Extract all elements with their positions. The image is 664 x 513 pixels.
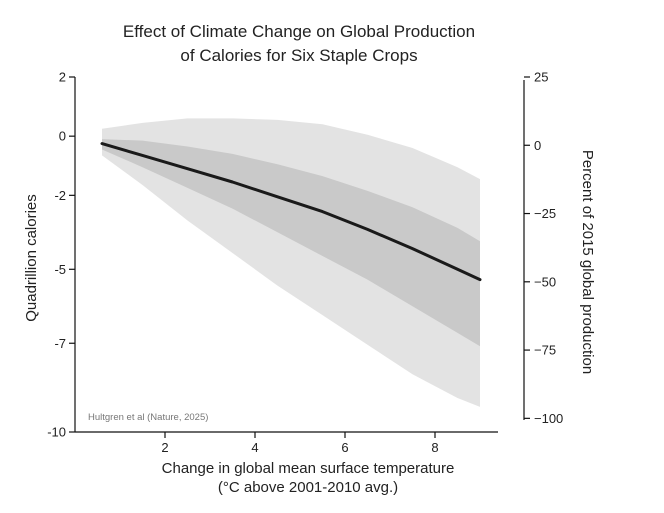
- y-axis-label-right: Percent of 2015 global production: [579, 150, 596, 374]
- central-line-layer: [100, 142, 482, 282]
- y-right-ticks: 25 0 −25 −50 −75 −100: [524, 70, 563, 426]
- chart-title-line-1: Effect of Climate Change on Global Produ…: [123, 22, 475, 41]
- uncertainty-bands: [102, 118, 480, 407]
- y-left-tick-label: 0: [59, 129, 66, 144]
- x-axis-label-line-2: (°C above 2001-2010 avg.): [218, 479, 398, 496]
- y-left-tick-label: 2: [59, 70, 66, 85]
- x-axis-label-line-1: Change in global mean surface temperatur…: [162, 460, 455, 477]
- likely-range-band: [102, 139, 480, 347]
- y-right-tick-label: −100: [534, 411, 563, 426]
- x-tick-label: 8: [431, 440, 438, 455]
- y-right-tick-label: −25: [534, 206, 556, 221]
- y-right-tick-label: −75: [534, 343, 556, 358]
- x-tick-label: 2: [161, 440, 168, 455]
- y-left-tick-label: -10: [47, 425, 66, 440]
- source-annotation: Hultgren et al (Nature, 2025): [88, 412, 208, 423]
- central-estimate-line: [100, 142, 482, 282]
- x-tick-label: 6: [341, 440, 348, 455]
- y-left-tick-label: -2: [54, 188, 66, 203]
- y-right-tick-label: 25: [534, 70, 548, 85]
- x-ticks: 2 4 6 8: [161, 432, 439, 455]
- y-right-tick-label: 0: [534, 138, 541, 153]
- chart-title-line-2: of Calories for Six Staple Crops: [180, 46, 417, 65]
- y-left-tick-label: -7: [54, 336, 66, 351]
- x-tick-label: 4: [251, 440, 258, 455]
- y-axis-label-left: Quadrillion calories: [23, 194, 40, 322]
- y-right-tick-label: −50: [534, 274, 556, 289]
- y-left-ticks: 2 0 -2 -5 -7 -10: [47, 70, 75, 440]
- y-left-tick-label: -5: [54, 262, 66, 277]
